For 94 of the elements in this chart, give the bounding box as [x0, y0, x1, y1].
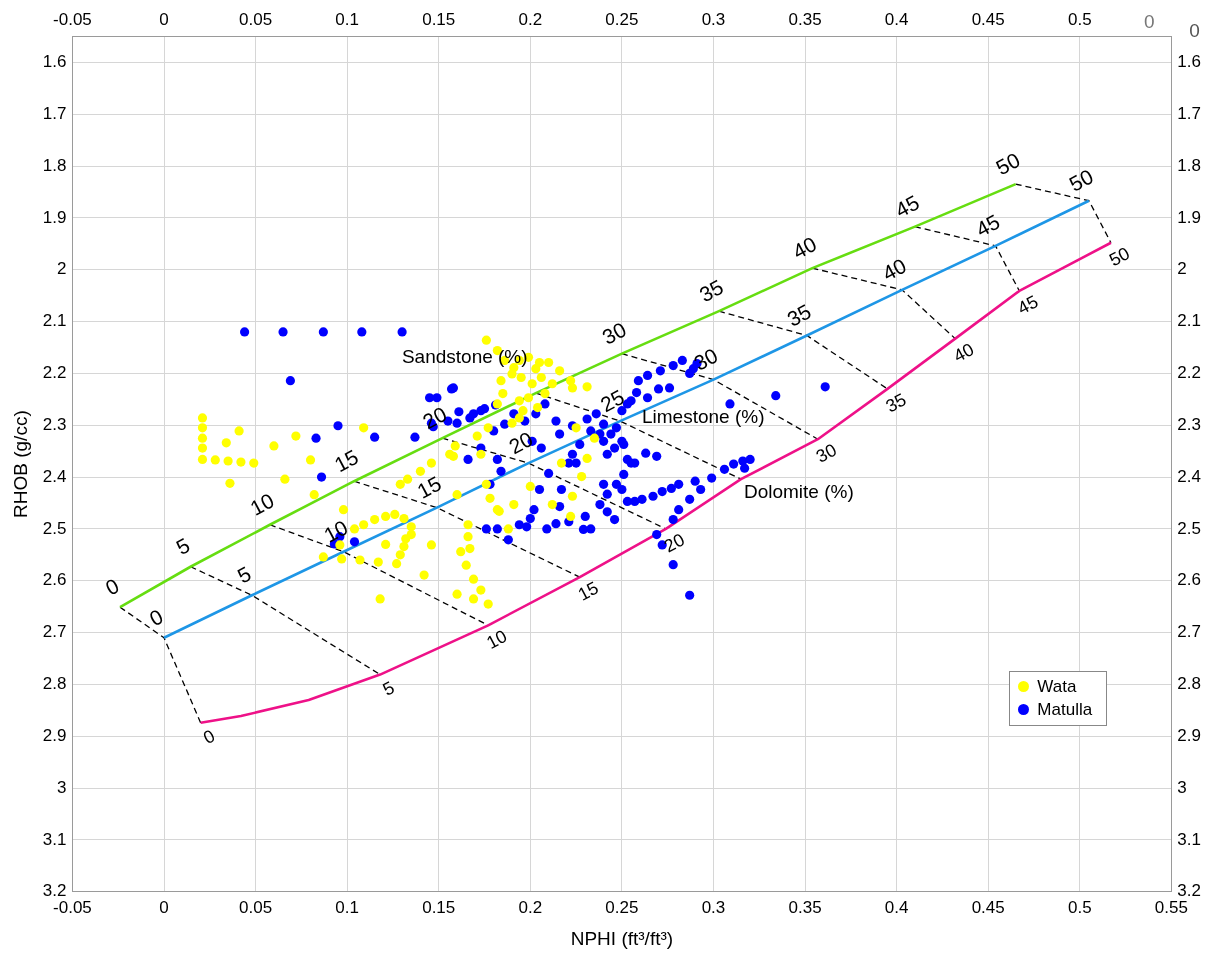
y2-tick-label: 2.7 — [1177, 622, 1202, 642]
annotation: 20 — [660, 529, 688, 557]
x-tick-label: 0.45 — [971, 897, 1005, 917]
x-tick-label: 0.4 — [884, 897, 909, 917]
annotation: 35 — [783, 299, 815, 331]
x-tick-label: 0.2 — [518, 897, 543, 917]
y-tick-label: 2.5 — [42, 518, 67, 538]
annotation: 15 — [574, 577, 602, 605]
annotation: 10 — [246, 488, 278, 520]
x2-tick-label: -0.05 — [53, 9, 92, 29]
y2-tick-label: 3.1 — [1177, 829, 1202, 849]
annotation: 10 — [483, 625, 511, 653]
y2-tick-label: 2.1 — [1177, 311, 1202, 331]
y-tick-label: 2.9 — [42, 725, 67, 745]
y2-tick-label: 3 — [1177, 777, 1187, 797]
x2-tick-label: 0 — [159, 9, 169, 29]
annotation: Dolomite (%) — [743, 481, 854, 503]
annotation: 50 — [1065, 164, 1097, 196]
annotation: 30 — [689, 343, 722, 375]
y2-tick-label: 2.2 — [1177, 363, 1202, 383]
text: 0 — [1189, 19, 1200, 41]
y-tick-label: 1.7 — [42, 103, 67, 123]
y-tick-label: 2.6 — [42, 570, 67, 590]
y2-tick-label: 1.7 — [1177, 103, 1202, 123]
y2-tick-label: 2 — [1177, 259, 1187, 279]
y2-tick-label: 1.6 — [1177, 52, 1202, 72]
annotation: 25 — [596, 384, 628, 417]
x-axis-title: NPHI (ft³/ft³) — [570, 927, 674, 949]
annotation: 15 — [413, 471, 445, 503]
y2-tick-label: 2.3 — [1177, 414, 1202, 434]
x2-tick-label: 0.15 — [422, 9, 456, 29]
x2-tick-label: 0.1 — [335, 9, 359, 29]
x2-tick-label: 0.35 — [788, 9, 822, 29]
x-tick-label: 0.25 — [605, 897, 639, 917]
annotation: Limestone (%) — [641, 406, 765, 428]
annotation: 0 — [200, 725, 219, 749]
annotation: 40 — [788, 231, 821, 264]
annotation: 35 — [882, 389, 910, 417]
text: 0 — [1144, 10, 1155, 32]
x-tick-label: 0.5 — [1067, 897, 1092, 917]
y2-tick-label: 1.9 — [1177, 207, 1202, 227]
x2-tick-label: 0.3 — [701, 9, 726, 29]
annotation: 5 — [233, 561, 255, 588]
x2-tick-label: 0.4 — [884, 9, 909, 29]
x2-tick-label: 0.2 — [518, 9, 543, 29]
y-tick-label: 2.7 — [42, 622, 67, 642]
y2-tick-label: 1.8 — [1177, 155, 1202, 175]
legend-label: Wata — [1037, 675, 1077, 698]
y-tick-label: 2.1 — [42, 311, 67, 331]
annotation: 20 — [504, 426, 537, 459]
x-tick-label: 0.35 — [788, 897, 822, 917]
x-tick-label: 0.05 — [239, 897, 273, 917]
x-tick-label: 0.3 — [701, 897, 726, 917]
annotation: 10 — [319, 515, 352, 547]
x2-tick-label: 0.45 — [971, 9, 1005, 29]
x2-tick-label: 0.25 — [605, 9, 639, 29]
y2-tick-label: 2.9 — [1177, 725, 1202, 745]
y2-tick-label: 2.6 — [1177, 570, 1202, 590]
x-tick-label: 0 — [159, 897, 169, 917]
annotation: 5 — [172, 533, 194, 560]
y-tick-label: 3 — [56, 777, 67, 797]
y-tick-label: 1.8 — [42, 155, 67, 175]
y-tick-label: 2.8 — [42, 674, 67, 694]
annotation: 50 — [992, 148, 1024, 180]
annotation: 0 — [101, 573, 123, 600]
y-axis-title: RHOB (g/cc) — [9, 410, 31, 518]
annotation: 30 — [812, 439, 840, 467]
x-tick-label: 0.1 — [335, 897, 359, 917]
y-tick-label: 2.4 — [42, 466, 67, 486]
annotation: 45 — [972, 209, 1004, 241]
annotation: 35 — [695, 275, 727, 307]
y-tick-label: 2.2 — [42, 363, 67, 383]
annotation: 0 — [145, 604, 167, 631]
x2-tick-label: 0.5 — [1067, 9, 1092, 29]
annotation: 20 — [418, 402, 451, 434]
y-tick-label: 1.9 — [42, 207, 67, 227]
annotation: 40 — [950, 339, 978, 367]
y-tick-label: 2 — [56, 259, 67, 279]
annotation: 5 — [379, 677, 398, 700]
y-tick-label: 2.3 — [42, 414, 67, 434]
y2-tick-label: 2.4 — [1177, 466, 1202, 486]
annotation: 15 — [330, 445, 363, 477]
annotation: 45 — [891, 190, 923, 222]
y-tick-label: 1.6 — [42, 52, 67, 72]
x2-tick-label: 0.05 — [239, 9, 273, 29]
y2-tick-label: 2.5 — [1177, 518, 1202, 538]
legend-label: Matulla — [1037, 698, 1093, 721]
annotation: 40 — [878, 253, 911, 286]
annotation: 30 — [598, 317, 630, 349]
y-tick-label: 3.1 — [42, 829, 67, 849]
annotation: 45 — [1014, 291, 1042, 319]
x-tick-label: 0.15 — [422, 897, 456, 917]
y2-tick-label: 2.8 — [1177, 674, 1202, 694]
annotation: 50 — [1105, 243, 1133, 271]
